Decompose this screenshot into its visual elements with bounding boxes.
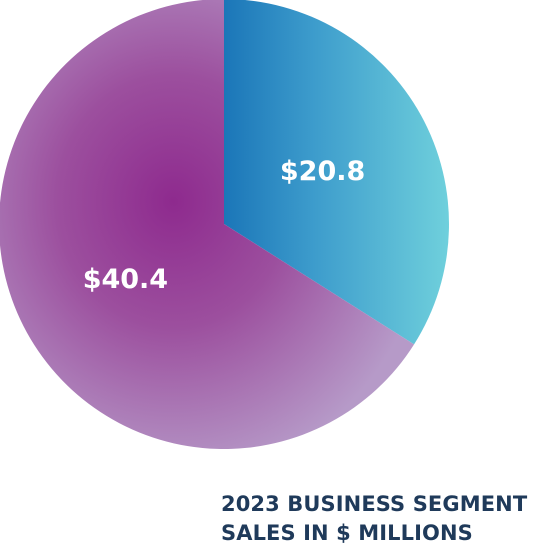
- pie-slice-40-4: [0, 0, 415, 449]
- chart-title-line-2: SALES IN $ MILLIONS: [221, 521, 473, 545]
- chart-title: 2023 BUSINESS SEGMENT SALES IN $ MILLION…: [221, 490, 541, 548]
- pie-chart: $20.8 $40.4: [0, 0, 449, 449]
- pie-slice-20-8: [224, 0, 449, 345]
- chart-title-line-1: 2023 BUSINESS SEGMENT: [221, 492, 528, 516]
- slice-label-40-4: $40.4: [83, 264, 168, 295]
- slice-label-20-8: $20.8: [280, 156, 365, 187]
